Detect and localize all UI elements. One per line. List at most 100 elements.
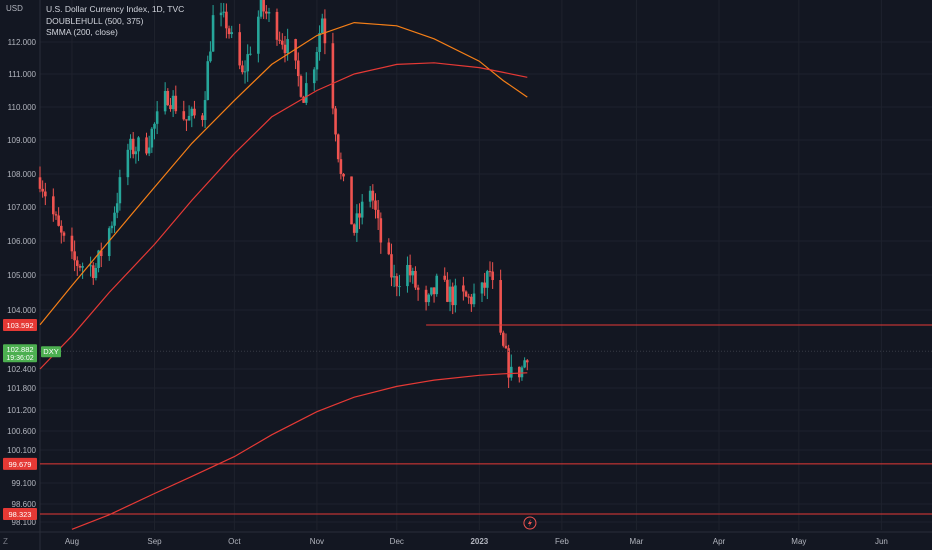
candle-body [320,18,324,33]
price-level-tag-text: 99.679 [9,460,32,469]
candle-body [486,271,489,288]
price-level-tag [3,319,37,332]
candle-body [283,44,287,54]
y-tick-label: 98.600 [12,500,37,509]
candle-body [523,360,526,368]
y-tick-label: 107.000 [7,203,36,212]
candle-body [150,128,154,148]
y-tick-label: 104.000 [7,306,36,315]
candle-body [97,250,100,268]
candle-body [374,200,377,210]
candle-body [416,287,420,290]
candle-body [342,173,345,177]
candle-body [134,151,138,155]
candle-body [209,51,212,62]
candle-body [302,96,305,103]
candle-body [376,209,380,219]
candle-body [73,251,76,261]
candle-body [281,40,284,45]
candle-body [472,293,476,305]
y-tick-label: 109.000 [7,136,36,145]
countdown-value: 19:36:02 [6,355,33,362]
y-tick-label: 106.000 [7,237,36,246]
candle-body [470,296,473,305]
candle-body [60,225,63,233]
candle-body [243,71,247,73]
price-level-tag [3,457,37,470]
candle-body [411,270,415,276]
candle-body [190,108,194,116]
candle-body [52,196,55,215]
candle-body [483,282,486,288]
candle-body [358,213,361,218]
candle-body [99,250,103,257]
candle-body [118,177,122,204]
candle-body [488,271,492,273]
candle-body [504,345,508,349]
candle-body [520,367,524,378]
candle-body [257,16,260,54]
candle-body [44,191,47,197]
y-tick-label: 100.600 [7,427,36,436]
candle-body [169,105,172,110]
candle-body [137,137,140,152]
candles [38,0,529,389]
current-price-value: 102.882 [6,345,33,354]
candle-body [443,275,447,280]
candle-body [395,276,399,287]
candle-body [241,65,244,73]
candle-body [163,90,167,112]
candle-body [299,76,303,97]
candle-body [432,287,436,295]
candle-body [131,138,135,155]
x-tick-label: Dec [390,537,404,546]
candle-body [454,285,457,306]
candle-body [278,39,281,41]
x-tick-label: Apr [713,537,726,546]
y-tick-label: 98.100 [12,518,37,527]
candle-body [398,286,401,288]
candle-body [81,266,84,268]
candle-body [265,11,268,14]
lightning-icon [523,516,537,530]
candle-body [41,188,44,192]
candle-body [153,123,156,129]
candle-body [499,280,502,333]
x-tick-label: 2023 [470,537,488,546]
price-level-tag-text: 103.592 [6,321,33,330]
x-tick-label: Aug [65,537,79,546]
candle-body [206,61,210,101]
candle-body [336,134,340,160]
candle-body [360,201,364,218]
candle-body [227,28,231,35]
candle-body [193,108,196,116]
candle-body [350,176,353,225]
candle-body [126,149,130,178]
candle-body [187,115,191,121]
candle-body [222,11,226,13]
doublehull-line [39,21,528,326]
candle-body [249,53,252,55]
candle-body [166,90,170,106]
candle-body [238,32,242,66]
candle-body [174,95,178,112]
candle-body [408,264,412,276]
candle-body [110,225,114,229]
candle-body [517,366,521,378]
candle-body [155,111,159,124]
candle-body [304,83,308,103]
candle-body [379,218,383,243]
y-tick-label: 101.200 [7,406,36,415]
candle-body [54,214,58,216]
candle-body [424,289,428,303]
candle-body [57,215,60,226]
candle-body [147,147,151,154]
candle-body [390,254,393,278]
candle-body [75,260,79,266]
candle-body [480,282,484,294]
candle-body [467,296,470,298]
candle-body [211,15,215,52]
candle-body [427,294,431,303]
candle-body [339,159,343,174]
